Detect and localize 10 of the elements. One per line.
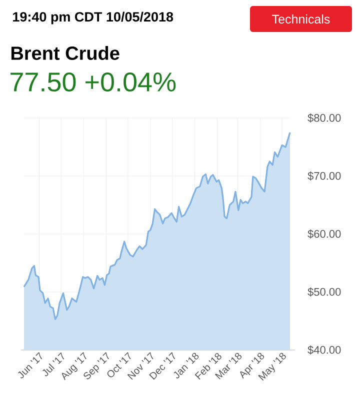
y-tick-label: $40.00 <box>308 346 341 354</box>
y-tick-label: $70.00 <box>308 172 341 180</box>
chart-title: Brent Crude <box>11 46 120 60</box>
y-tick-label: $80.00 <box>308 114 341 122</box>
text: 19:40 pm CDT 10/05/2018 <box>13 12 174 24</box>
y-tick-label: $50.00 <box>308 288 341 296</box>
x-tick-label: Jun '17 <box>18 352 42 378</box>
text: Technicals <box>272 14 330 24</box>
chart-subtitle: 77.50 +0.04% <box>10 72 176 92</box>
y-tick-label: $60.00 <box>308 230 341 238</box>
